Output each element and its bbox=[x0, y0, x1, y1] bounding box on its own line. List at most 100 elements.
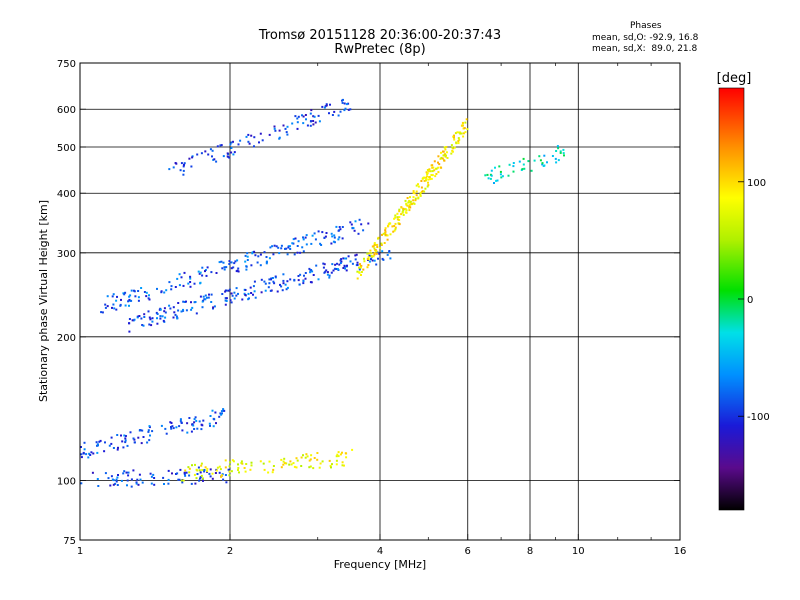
echo-point bbox=[384, 229, 387, 232]
echo-point bbox=[283, 457, 286, 460]
echo-point bbox=[366, 257, 369, 260]
echo-point bbox=[99, 439, 102, 442]
echo-point bbox=[208, 422, 211, 425]
echo-point bbox=[244, 470, 247, 473]
echo-point bbox=[493, 182, 495, 184]
echo-point bbox=[523, 167, 526, 170]
echo-point bbox=[219, 412, 222, 415]
echo-point bbox=[325, 104, 328, 107]
echo-point bbox=[373, 242, 376, 245]
echo-point bbox=[325, 232, 328, 234]
echo-point bbox=[147, 430, 150, 433]
echo-point bbox=[182, 173, 185, 176]
echo-point bbox=[194, 463, 196, 466]
echo-point bbox=[269, 289, 272, 292]
echo-point bbox=[189, 277, 192, 280]
echo-point bbox=[127, 471, 130, 474]
echo-point bbox=[446, 157, 449, 159]
echo-point bbox=[177, 478, 180, 481]
echo-point bbox=[289, 460, 292, 463]
echo-point bbox=[233, 291, 236, 294]
echo-point bbox=[512, 165, 515, 168]
echo-point bbox=[302, 115, 305, 118]
echo-point bbox=[128, 318, 131, 320]
echo-point bbox=[372, 245, 375, 248]
echo-point bbox=[246, 259, 249, 261]
echo-point bbox=[332, 240, 335, 243]
echo-point bbox=[178, 284, 181, 287]
echo-point bbox=[331, 263, 334, 266]
echo-point bbox=[251, 251, 254, 254]
echo-point bbox=[195, 312, 198, 315]
echo-point bbox=[110, 442, 113, 445]
echo-point bbox=[201, 274, 204, 277]
echo-point bbox=[486, 173, 489, 176]
echo-point bbox=[358, 266, 360, 269]
echo-point bbox=[445, 151, 448, 154]
echo-point bbox=[230, 147, 233, 149]
echo-point bbox=[282, 279, 285, 282]
echo-point bbox=[117, 446, 119, 449]
echo-point bbox=[239, 139, 242, 142]
echo-point bbox=[222, 261, 225, 264]
echo-point bbox=[411, 202, 413, 205]
echo-point bbox=[370, 258, 372, 261]
echo-point bbox=[445, 154, 447, 157]
echo-point bbox=[280, 458, 283, 461]
echo-point bbox=[201, 424, 204, 427]
echo-point bbox=[104, 441, 106, 444]
echo-point bbox=[562, 152, 565, 155]
echo-point bbox=[289, 245, 291, 248]
echo-point bbox=[182, 479, 185, 482]
echo-point bbox=[297, 115, 300, 118]
echo-point bbox=[246, 252, 249, 255]
echo-point bbox=[177, 302, 180, 304]
echo-point bbox=[123, 470, 126, 473]
echo-point bbox=[179, 169, 182, 172]
echo-point bbox=[120, 479, 123, 482]
echo-point bbox=[398, 208, 401, 211]
echo-point bbox=[126, 484, 128, 487]
echo-point bbox=[280, 244, 283, 247]
echo-point bbox=[444, 155, 447, 158]
echo-point bbox=[218, 471, 221, 474]
echo-point bbox=[188, 157, 191, 160]
echo-point bbox=[203, 469, 206, 471]
echo-point bbox=[127, 474, 130, 477]
echo-point bbox=[201, 266, 204, 269]
echo-point bbox=[267, 471, 270, 474]
echo-point bbox=[216, 466, 219, 469]
echo-point bbox=[215, 422, 217, 425]
echo-point bbox=[539, 159, 542, 162]
echo-point bbox=[281, 289, 284, 292]
echo-point bbox=[120, 434, 122, 437]
echo-point bbox=[143, 313, 146, 316]
echo-point bbox=[314, 121, 317, 124]
echo-point bbox=[136, 478, 139, 481]
echo-point bbox=[190, 165, 193, 168]
echo-point bbox=[342, 267, 345, 269]
echo-point bbox=[128, 304, 130, 307]
echo-point bbox=[402, 207, 405, 210]
echo-point bbox=[309, 458, 312, 461]
echo-point bbox=[80, 453, 83, 456]
echo-point bbox=[302, 282, 305, 285]
echo-point bbox=[224, 466, 227, 469]
echo-point bbox=[285, 462, 288, 465]
echo-point bbox=[331, 114, 334, 116]
echo-point bbox=[338, 263, 341, 266]
echo-point bbox=[311, 270, 314, 273]
x-tick-label: 8 bbox=[527, 546, 533, 557]
echo-point bbox=[293, 279, 296, 282]
echo-point bbox=[356, 270, 359, 273]
echo-point bbox=[397, 222, 400, 225]
echo-point bbox=[191, 156, 194, 159]
echo-point bbox=[148, 425, 151, 428]
echo-point bbox=[438, 163, 441, 166]
echo-point bbox=[328, 274, 331, 277]
echo-point bbox=[556, 145, 559, 148]
echo-point bbox=[269, 246, 272, 249]
echo-point bbox=[240, 462, 243, 464]
echo-point bbox=[398, 210, 401, 213]
